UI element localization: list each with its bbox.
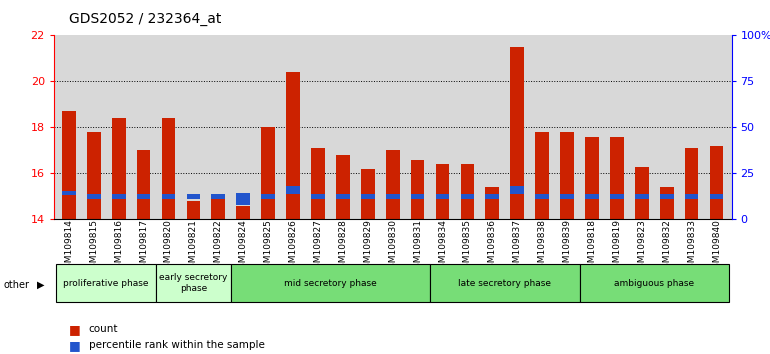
Bar xyxy=(56,264,156,302)
Bar xyxy=(585,194,599,199)
Bar xyxy=(386,194,400,199)
Text: GSM109819: GSM109819 xyxy=(612,219,621,274)
Bar xyxy=(236,193,250,205)
Bar xyxy=(162,194,176,199)
Bar xyxy=(156,264,231,302)
Text: ambiguous phase: ambiguous phase xyxy=(614,279,695,288)
Text: GSM109826: GSM109826 xyxy=(289,219,297,274)
Text: GSM109823: GSM109823 xyxy=(638,219,646,274)
Bar xyxy=(511,186,524,194)
Bar xyxy=(685,194,698,199)
Bar xyxy=(236,206,250,219)
Bar xyxy=(660,187,674,219)
Bar xyxy=(561,194,574,199)
Text: GSM109815: GSM109815 xyxy=(89,219,99,274)
Bar xyxy=(436,164,450,219)
Text: GSM109824: GSM109824 xyxy=(239,219,248,274)
Bar xyxy=(62,111,75,219)
Text: GSM109836: GSM109836 xyxy=(488,219,497,274)
Text: GSM109821: GSM109821 xyxy=(189,219,198,274)
Text: GSM109820: GSM109820 xyxy=(164,219,173,274)
Bar xyxy=(410,194,424,199)
Text: GSM109827: GSM109827 xyxy=(313,219,323,274)
Text: GSM109830: GSM109830 xyxy=(388,219,397,274)
Bar xyxy=(361,194,375,199)
Bar xyxy=(162,118,176,219)
Bar xyxy=(511,47,524,219)
Text: count: count xyxy=(89,324,118,334)
Text: GSM109839: GSM109839 xyxy=(563,219,571,274)
Bar xyxy=(386,150,400,219)
Text: GDS2052 / 232364_at: GDS2052 / 232364_at xyxy=(69,12,222,27)
Bar xyxy=(486,187,499,219)
Text: GSM109818: GSM109818 xyxy=(588,219,597,274)
Bar xyxy=(137,194,150,199)
Bar xyxy=(535,132,549,219)
Bar xyxy=(430,264,580,302)
Bar xyxy=(212,196,225,219)
Text: ■: ■ xyxy=(69,323,81,336)
Text: GSM109835: GSM109835 xyxy=(463,219,472,274)
Bar xyxy=(112,194,126,199)
Text: GSM109834: GSM109834 xyxy=(438,219,447,274)
Bar xyxy=(186,194,200,199)
Bar xyxy=(436,194,450,199)
Bar xyxy=(112,118,126,219)
Bar xyxy=(535,194,549,199)
Text: GSM109831: GSM109831 xyxy=(413,219,422,274)
Text: GSM109837: GSM109837 xyxy=(513,219,522,274)
Text: GSM109838: GSM109838 xyxy=(537,219,547,274)
Text: mid secretory phase: mid secretory phase xyxy=(284,279,377,288)
Bar xyxy=(580,264,729,302)
Text: percentile rank within the sample: percentile rank within the sample xyxy=(89,340,264,350)
Text: proliferative phase: proliferative phase xyxy=(63,279,149,288)
Text: GSM109817: GSM109817 xyxy=(139,219,148,274)
Text: early secretory
phase: early secretory phase xyxy=(159,274,228,293)
Bar xyxy=(610,137,624,219)
Bar xyxy=(137,150,150,219)
Bar xyxy=(561,132,574,219)
Text: GSM109816: GSM109816 xyxy=(114,219,123,274)
Bar xyxy=(635,194,648,199)
Bar xyxy=(336,155,350,219)
Bar xyxy=(311,148,325,219)
Bar xyxy=(261,194,275,199)
Bar xyxy=(336,194,350,199)
Bar xyxy=(486,194,499,199)
Bar xyxy=(460,194,474,199)
Bar xyxy=(710,146,723,219)
Bar xyxy=(635,166,648,219)
Bar xyxy=(87,194,101,199)
Bar xyxy=(610,194,624,199)
Text: GSM109833: GSM109833 xyxy=(687,219,696,274)
Bar xyxy=(460,164,474,219)
Bar xyxy=(186,201,200,219)
Bar xyxy=(261,127,275,219)
Text: GSM109822: GSM109822 xyxy=(214,219,223,274)
Bar xyxy=(710,194,723,199)
Bar xyxy=(87,132,101,219)
Bar xyxy=(62,191,75,195)
Bar xyxy=(410,160,424,219)
Text: ■: ■ xyxy=(69,339,81,352)
Text: GSM109825: GSM109825 xyxy=(263,219,273,274)
Text: GSM109829: GSM109829 xyxy=(363,219,372,274)
Text: GSM109832: GSM109832 xyxy=(662,219,671,274)
Bar xyxy=(286,186,300,194)
Bar xyxy=(361,169,375,219)
Text: GSM109840: GSM109840 xyxy=(712,219,721,274)
Text: late secretory phase: late secretory phase xyxy=(458,279,551,288)
Bar xyxy=(685,148,698,219)
Text: GSM109828: GSM109828 xyxy=(338,219,347,274)
Bar xyxy=(311,194,325,199)
Bar xyxy=(231,264,430,302)
Text: GSM109814: GSM109814 xyxy=(65,219,73,274)
Bar xyxy=(585,137,599,219)
Bar xyxy=(660,194,674,199)
Bar xyxy=(212,194,225,199)
Bar xyxy=(286,72,300,219)
Text: other: other xyxy=(4,280,30,290)
Text: ▶: ▶ xyxy=(37,280,45,290)
